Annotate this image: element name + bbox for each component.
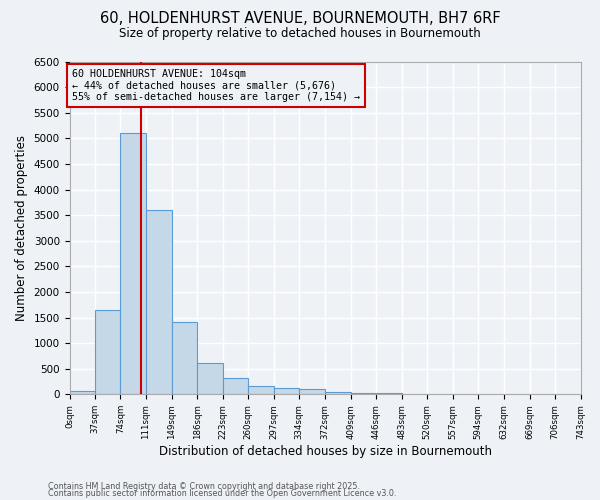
Bar [95, 310, 121, 394]
Text: 60 HOLDENHURST AVENUE: 104sqm
← 44% of detached houses are smaller (5,676)
55% o: 60 HOLDENHURST AVENUE: 104sqm ← 44% of d… [72, 69, 360, 102]
Text: Contains public sector information licensed under the Open Government Licence v3: Contains public sector information licen… [48, 489, 397, 498]
Bar [351, 393, 376, 394]
Bar [121, 133, 146, 394]
Bar [299, 389, 325, 394]
Bar [172, 322, 197, 394]
Text: Contains HM Land Registry data © Crown copyright and database right 2025.: Contains HM Land Registry data © Crown c… [48, 482, 360, 491]
Y-axis label: Number of detached properties: Number of detached properties [15, 135, 28, 321]
Bar [248, 386, 274, 394]
Bar [146, 210, 172, 394]
Bar [197, 362, 223, 394]
Bar [325, 392, 351, 394]
Bar [70, 390, 95, 394]
Text: Size of property relative to detached houses in Bournemouth: Size of property relative to detached ho… [119, 28, 481, 40]
Text: 60, HOLDENHURST AVENUE, BOURNEMOUTH, BH7 6RF: 60, HOLDENHURST AVENUE, BOURNEMOUTH, BH7… [100, 11, 500, 26]
X-axis label: Distribution of detached houses by size in Bournemouth: Distribution of detached houses by size … [158, 444, 491, 458]
Bar [274, 388, 299, 394]
Bar [223, 378, 248, 394]
